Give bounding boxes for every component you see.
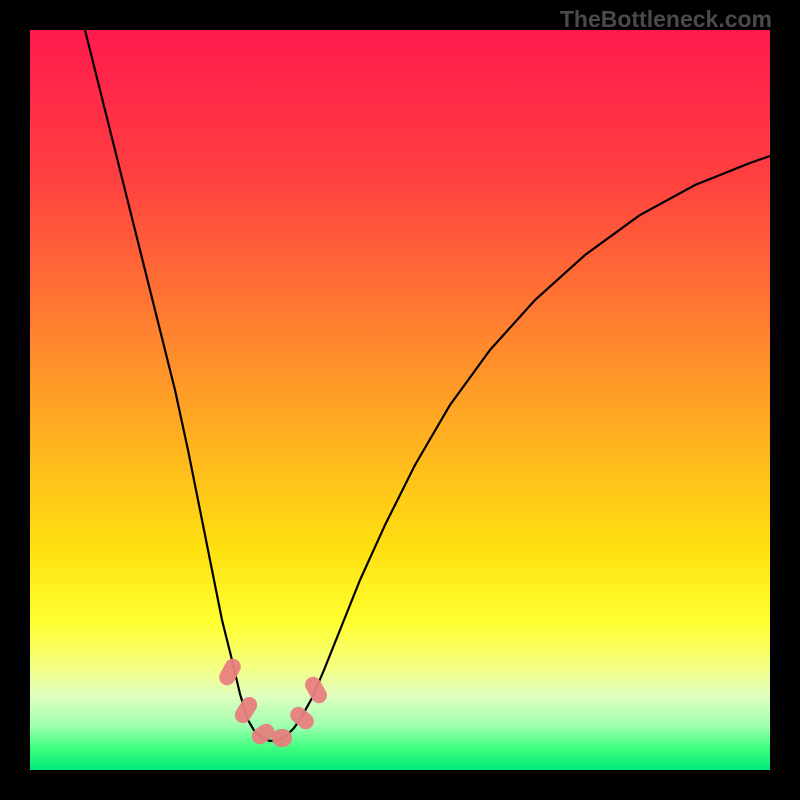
watermark-text: TheBottleneck.com xyxy=(560,6,772,33)
curve-marker xyxy=(287,704,317,733)
curve-marker xyxy=(302,674,330,706)
plot-area xyxy=(30,30,770,770)
curve-marker xyxy=(232,694,260,726)
curve-marker xyxy=(216,656,243,688)
bottleneck-curve xyxy=(85,30,770,741)
curve-marker xyxy=(272,729,292,747)
curve-layer xyxy=(30,30,770,770)
canvas: TheBottleneck.com xyxy=(0,0,800,800)
marker-group xyxy=(216,656,330,748)
